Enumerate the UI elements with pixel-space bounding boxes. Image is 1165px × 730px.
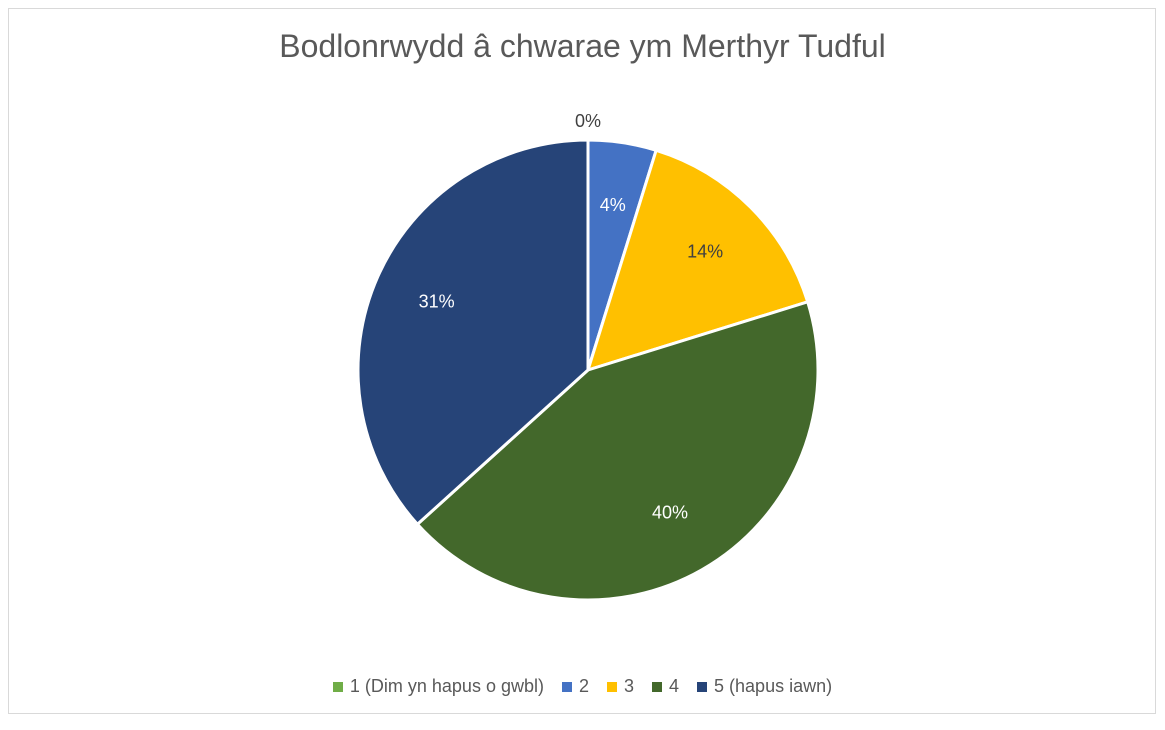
pie-slice-2-data-label: 4% bbox=[600, 195, 626, 215]
pie-slice-3 bbox=[585, 148, 810, 373]
legend-label: 3 bbox=[624, 676, 635, 696]
legend-item-2: 2 bbox=[561, 676, 589, 697]
legend-item-3: 3 bbox=[607, 676, 634, 697]
legend-swatch-icon bbox=[332, 681, 343, 692]
legend-item-1: 1 (Dim yn hapus o gwbl) bbox=[332, 676, 544, 697]
pie-slice-4-data-label: 40% bbox=[652, 503, 688, 523]
legend-label: 1 (Dim yn hapus o gwbl) bbox=[349, 676, 544, 696]
pie-slice-1-data-label: 0% bbox=[575, 111, 601, 131]
legend-item-4: 4 bbox=[652, 676, 679, 697]
legend-swatch-icon bbox=[561, 681, 572, 692]
legend-label: 5 (hapus iawn) bbox=[714, 676, 833, 696]
pie-slice-4 bbox=[415, 299, 820, 602]
legend-swatch-icon bbox=[652, 681, 663, 692]
chart-legend: 1 (Dim yn hapus o gwbl) 2 3 4 5 (hapus iawn) bbox=[0, 676, 1165, 697]
legend-item-5: 5 (hapus iawn) bbox=[697, 676, 832, 697]
pie-slice-3-data-label: 14% bbox=[687, 242, 723, 262]
legend-label: 4 bbox=[669, 676, 680, 696]
legend-swatch-icon bbox=[607, 681, 617, 692]
legend-swatch-icon bbox=[697, 681, 708, 692]
legend-label: 2 bbox=[578, 676, 589, 696]
pie-slice-5 bbox=[356, 138, 590, 527]
pie-slice-5-data-label: 31% bbox=[419, 292, 455, 312]
chart-title: Bodlonrwydd â chwarae ym Merthyr Tudful bbox=[279, 28, 886, 64]
